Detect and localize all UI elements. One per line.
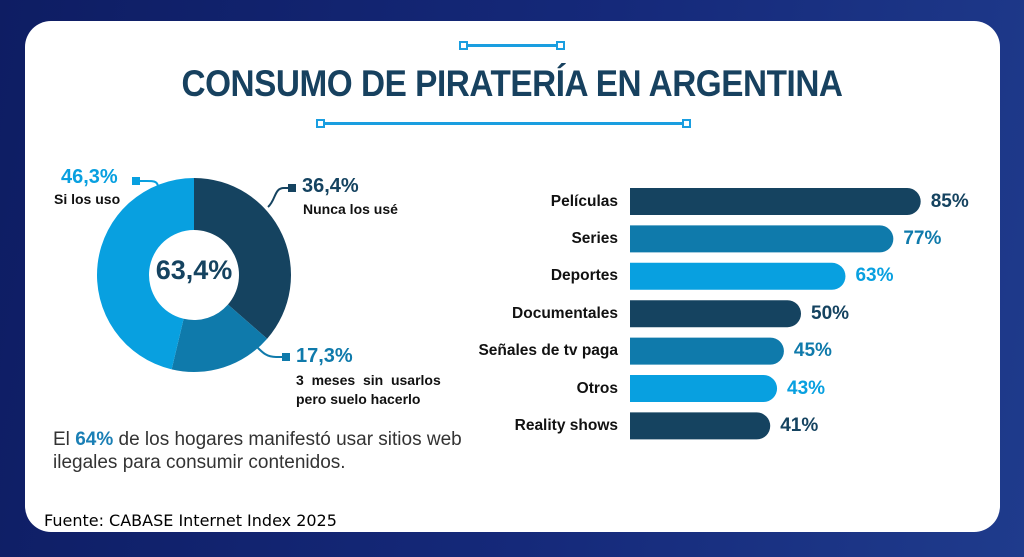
bar-category-label: Otros [576,379,618,397]
bar-4 [630,337,784,365]
bar-category-label: Deportes [550,267,618,285]
bar-value-label: 43% [787,377,826,399]
slice-label-nunca: Nunca los usé [303,201,398,217]
bar-value-label: 45% [793,340,832,362]
bar-value-label: 63% [855,265,894,287]
bar-1 [630,225,894,253]
slice-value-tres-meses: 17,3% [296,345,353,367]
bar-category-label: Reality shows [514,416,618,434]
donut-slice-si [96,178,194,370]
slice-value-nunca: 36,4% [302,175,359,197]
note-prefix: El [53,429,76,450]
bar-5 [630,375,778,402]
bar-category-label: Películas [550,192,618,210]
decoration-node [459,41,468,50]
bar-category-label: Señales de tv paga [478,342,618,360]
donut-slice-nunca [194,178,291,339]
summary-note: El 64% de los hogares manifestó usar sit… [53,428,493,474]
page-title: CONSUMO DE PIRATERÍA EN ARGENTINA [181,63,843,104]
bar-category-label: Documentales [512,304,618,322]
bar-value-label: 77% [903,227,942,249]
decoration-node [556,41,565,50]
connector-nunca-line [267,187,290,208]
decoration-node [316,119,325,128]
donut-slice-tres-meses [171,304,268,373]
slice-value-si: 46,3% [61,166,118,188]
bar-0 [630,188,921,215]
bar-6 [630,412,771,440]
title-decoration-bottom [316,119,691,128]
bar-category-label: Series [571,229,618,247]
note-suffix: de los hogares manifestó usar sitios web… [53,429,462,473]
connector-nunca-marker [288,184,296,192]
slice-label-tres-meses-line1: 3 meses sin usarlos [296,372,441,388]
note-highlight: 64% [75,429,114,450]
title-decoration-top [459,41,565,50]
donut-center-value: 63,4% [155,255,233,285]
slice-label-si: Si los uso [54,191,121,207]
connector-tres-meses-line [254,344,284,358]
source-caption: Fuente: CABASE Internet Index 2025 [44,511,337,530]
connector-si-line [139,180,159,187]
bar-3 [630,300,801,328]
decoration-node [682,119,691,128]
connector-si-marker [132,177,140,185]
bar-value-label: 50% [811,302,850,324]
connector-tres-meses-marker [282,353,290,361]
slice-label-tres-meses-line2: pero suelo hacerlo [296,391,421,407]
bar-2 [630,262,846,290]
bar-value-label: 41% [780,414,819,436]
bar-value-label: 85% [930,190,969,212]
